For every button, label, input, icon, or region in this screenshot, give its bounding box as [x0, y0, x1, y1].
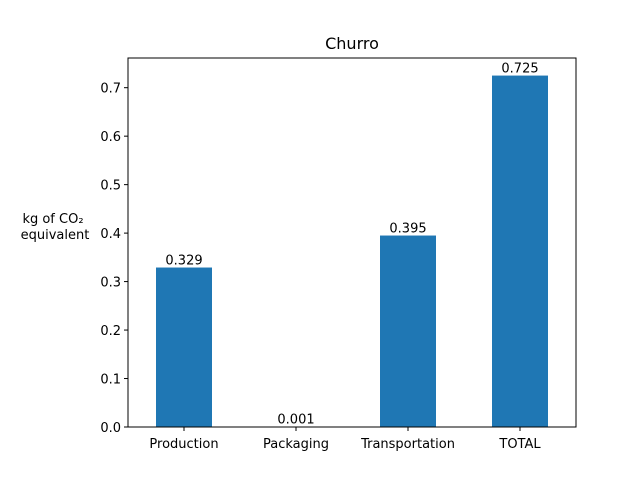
data-label-transportation: 0.395	[389, 222, 426, 237]
bar-transportation	[380, 235, 436, 427]
chart-title: Churro	[325, 34, 379, 53]
data-label-packaging: 0.001	[277, 413, 314, 428]
y-tick-label: 0.5	[100, 179, 121, 194]
y-tick-label: 0.1	[100, 373, 121, 388]
plot-area-frame	[127, 57, 577, 428]
x-axis-ticks: Production Packaging Transportation TOTAL	[149, 427, 541, 452]
bar-total	[492, 75, 548, 428]
y-tick-label: 0.0	[100, 421, 121, 436]
bar-production	[156, 267, 212, 427]
x-tick-label: TOTAL	[498, 437, 541, 452]
bars-group	[156, 75, 548, 428]
bar-labels-group: 0.329 0.001 0.395 0.725	[165, 62, 538, 428]
data-label-production: 0.329	[165, 254, 202, 269]
y-tick-label: 0.2	[100, 324, 121, 339]
y-axis-ticks: 0.0 0.1 0.2 0.3 0.4 0.5 0.6 0.7	[100, 82, 128, 436]
y-tick-label: 0.4	[100, 227, 121, 242]
y-axis-label-line-2: equivalent	[21, 228, 90, 243]
y-tick-label: 0.6	[100, 130, 121, 145]
x-tick-label: Production	[149, 437, 218, 452]
y-tick-label: 0.7	[100, 82, 121, 97]
x-tick-label: Packaging	[263, 437, 329, 452]
y-axis-label-line-1: kg of CO₂	[22, 212, 83, 227]
x-tick-label: Transportation	[360, 437, 455, 452]
data-label-total: 0.725	[501, 62, 538, 77]
y-tick-label: 0.3	[100, 276, 121, 291]
